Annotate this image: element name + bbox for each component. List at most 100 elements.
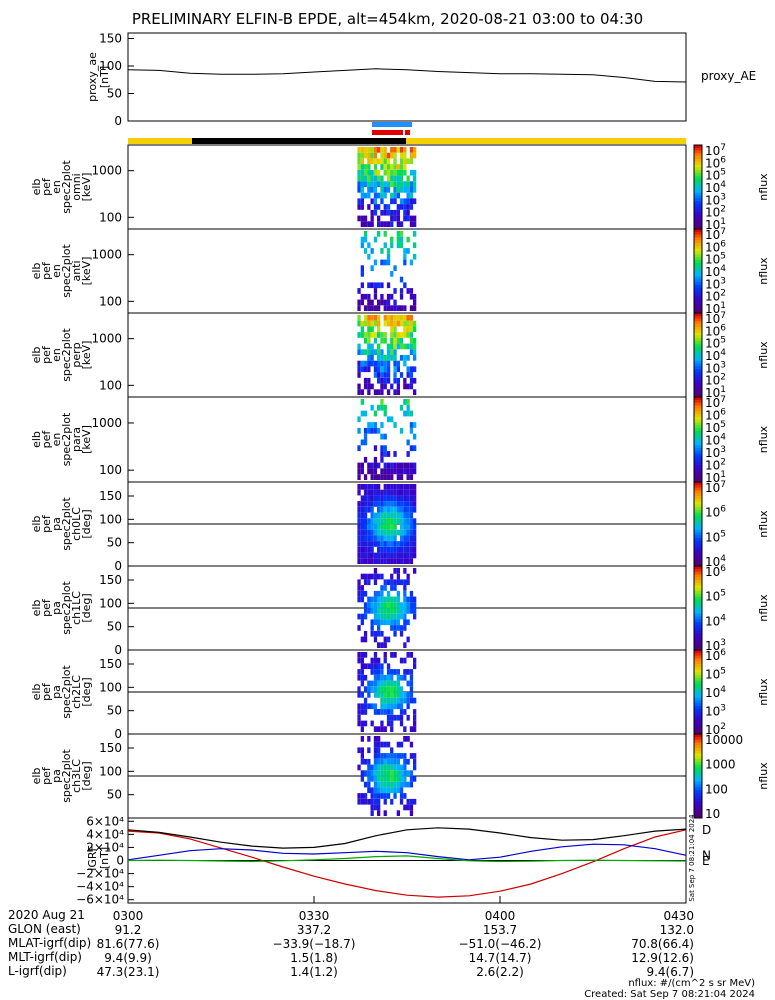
spectrogram-cell (386, 204, 391, 210)
spectrogram-cell (383, 726, 387, 732)
spectrogram-cell (386, 416, 391, 423)
spectrogram-cell (357, 512, 361, 519)
spectrogram-cell (396, 680, 400, 687)
spectrogram-cell (396, 518, 400, 524)
ylabel-pa_ch0: pa (50, 517, 63, 531)
spectrogram-cell (409, 512, 414, 519)
spectrogram-cell (396, 764, 400, 771)
colorbar-segment (694, 644, 702, 648)
igrf-ytick-label: 4×10⁴ (86, 827, 124, 841)
spectrogram-cell (413, 366, 417, 373)
spectrogram-cell (373, 747, 378, 754)
spectrogram-cell (409, 524, 414, 530)
spectrogram-cell (363, 215, 368, 222)
spectrogram-cell (403, 512, 407, 519)
colorbar-segment (694, 338, 702, 342)
spectrogram-cell (383, 680, 387, 687)
colorbar-segment (694, 369, 702, 373)
spectrogram-cell (409, 468, 414, 475)
colorbar-segment (694, 585, 702, 589)
spectrogram-cell (393, 187, 397, 193)
spectrogram-cell (380, 669, 384, 675)
spectrogram-cell (399, 793, 404, 799)
colorbar-segment (694, 510, 702, 514)
colorbar-segment (694, 383, 702, 387)
colorbar-segment (694, 787, 702, 791)
colorbar-segment (694, 203, 702, 208)
spectrogram-cell (399, 332, 404, 338)
colorbar-segment (694, 770, 702, 774)
ylabel-en_perp: [keV] (80, 341, 93, 370)
colorbar-segment (694, 720, 702, 724)
colorbar-segment (694, 220, 702, 224)
spectrogram-cell (393, 422, 397, 428)
spectrogram-cell (396, 332, 400, 338)
spectrogram-cell (373, 474, 378, 480)
spectrogram-cell (386, 343, 391, 350)
ylabel-en_omni: omni (70, 173, 83, 200)
spectrogram-cell (383, 383, 387, 390)
colorbar-segment (694, 223, 702, 227)
spectrogram-cell (403, 736, 407, 742)
spectrogram-cell (390, 164, 394, 170)
spectrogram-cell (367, 204, 371, 210)
spectrogram-cell (383, 619, 387, 626)
spectrogram-cell (413, 529, 417, 536)
spectrogram-cell (386, 781, 391, 788)
colorbar-tick-label-pa_ch0: 106 (705, 505, 726, 520)
spectrogram-cell (409, 804, 414, 811)
colorbar-segment (694, 268, 702, 272)
spectrogram-cell (399, 343, 404, 350)
spectrogram-cell (399, 147, 404, 153)
spectrogram-cell (357, 686, 361, 692)
spectrogram-cell (383, 468, 387, 475)
spectrogram-cell (399, 152, 404, 159)
spectrogram-cell (403, 776, 407, 782)
spectrogram-cell (399, 703, 404, 710)
spectrogram-cell (409, 366, 414, 373)
spectrogram-cell (386, 663, 391, 670)
spectrogram-cell (403, 305, 407, 311)
spectrogram-cell (396, 389, 400, 395)
spectrogram-cell (386, 299, 391, 306)
ytick-label-en_omni: 100 (99, 210, 122, 224)
spectrogram-cell (383, 512, 387, 519)
spectrogram-cell (380, 781, 384, 788)
spectrogram-cell (360, 495, 364, 502)
spectrogram-cell (377, 506, 381, 513)
spectrogram-cell (357, 506, 361, 513)
spectrogram-cell (367, 383, 371, 390)
spectrogram-cell (373, 337, 378, 344)
spectrogram-cell (403, 187, 407, 193)
colorbar-segment (694, 686, 702, 690)
colorbar-segment (694, 792, 702, 797)
spectrogram-cell (380, 524, 384, 530)
spectrogram-cell (386, 377, 391, 384)
ylabel-en_anti: [keV] (80, 257, 93, 286)
spectrogram-cell (377, 389, 381, 395)
spectrogram-cell (393, 524, 397, 530)
spectrogram-cell (390, 541, 394, 547)
colorbar-en_anti (693, 228, 703, 314)
spectrogram-cell (393, 366, 397, 373)
spectrogram-cell (409, 686, 414, 692)
spectrogram-cell (363, 524, 368, 530)
colorbar-segment (694, 493, 702, 497)
spectrogram-cell (413, 187, 417, 193)
spectrogram-cell (370, 474, 374, 480)
spectrogram-cell (380, 758, 384, 765)
spectrogram-cell (360, 293, 364, 300)
spectrogram-cell (373, 169, 378, 176)
spectrogram-cell (409, 320, 414, 327)
spectrogram-cell (399, 181, 404, 187)
spectrogram-cell (377, 326, 381, 333)
ylabel-en_para: pef (40, 430, 53, 449)
spectrogram-cell (406, 451, 410, 457)
spectrogram-cell (367, 489, 371, 496)
spectrogram-cell (383, 169, 387, 176)
ylabel-pa_ch1: ch1LC (70, 591, 83, 625)
spectrogram-cell (386, 541, 391, 547)
spectrogram-cell (367, 282, 371, 289)
spectrogram-cell (380, 372, 384, 378)
spectrogram-cell (367, 337, 371, 344)
